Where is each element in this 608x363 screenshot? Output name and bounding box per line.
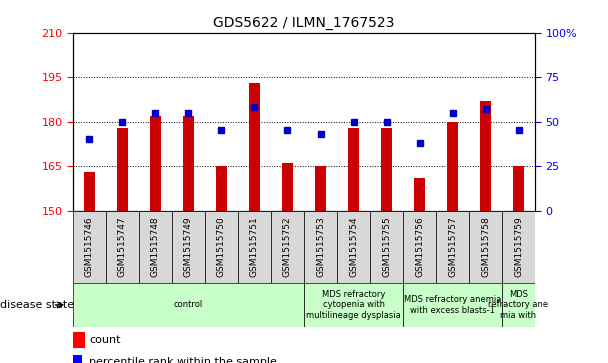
Text: control: control (174, 301, 203, 309)
Bar (513, 166, 524, 211)
Bar (337, 211, 370, 283)
Bar (139, 211, 172, 283)
Bar (436, 211, 469, 283)
Bar (205, 211, 238, 283)
Text: GSM1515753: GSM1515753 (316, 216, 325, 277)
Text: MDS refractory anemia
with excess blasts-1: MDS refractory anemia with excess blasts… (404, 295, 501, 315)
Text: MDS
refractory ane
mia with: MDS refractory ane mia with (488, 290, 548, 320)
Text: percentile rank within the sample: percentile rank within the sample (89, 356, 277, 363)
Bar (403, 283, 502, 327)
Text: count: count (89, 335, 120, 345)
Bar (182, 116, 195, 211)
Bar (216, 166, 227, 211)
Bar (172, 211, 205, 283)
Bar (502, 283, 535, 327)
Text: GSM1515749: GSM1515749 (184, 216, 193, 277)
Bar (84, 172, 95, 211)
Bar (106, 211, 139, 283)
Bar (73, 333, 85, 348)
Bar (304, 211, 337, 283)
Bar (73, 211, 106, 283)
Bar (348, 127, 359, 211)
Text: GSM1515746: GSM1515746 (85, 216, 94, 277)
Title: GDS5622 / ILMN_1767523: GDS5622 / ILMN_1767523 (213, 16, 395, 30)
Bar (73, 283, 304, 327)
Bar (117, 127, 128, 211)
Bar (249, 83, 260, 211)
Text: GSM1515759: GSM1515759 (514, 216, 523, 277)
Text: GSM1515758: GSM1515758 (481, 216, 490, 277)
Bar (282, 163, 293, 211)
Bar (403, 211, 436, 283)
Bar (480, 101, 491, 211)
Text: MDS refractory
cytopenia with
multilineage dysplasia: MDS refractory cytopenia with multilinea… (306, 290, 401, 320)
Text: GSM1515755: GSM1515755 (382, 216, 391, 277)
Text: GSM1515748: GSM1515748 (151, 216, 160, 277)
Text: GSM1515757: GSM1515757 (448, 216, 457, 277)
Bar (150, 116, 161, 211)
Bar (73, 355, 82, 363)
Bar (413, 178, 425, 211)
Bar (447, 122, 458, 211)
Text: GSM1515754: GSM1515754 (349, 216, 358, 277)
Text: GSM1515751: GSM1515751 (250, 216, 259, 277)
Text: GSM1515747: GSM1515747 (118, 216, 127, 277)
Text: GSM1515752: GSM1515752 (283, 216, 292, 277)
Text: GSM1515750: GSM1515750 (217, 216, 226, 277)
Bar (370, 211, 403, 283)
Bar (271, 211, 304, 283)
Text: disease state: disease state (0, 300, 74, 310)
Bar (304, 283, 403, 327)
Bar (502, 211, 535, 283)
Bar (381, 127, 392, 211)
Bar (469, 211, 502, 283)
Bar (315, 166, 326, 211)
Bar (238, 211, 271, 283)
Text: GSM1515756: GSM1515756 (415, 216, 424, 277)
